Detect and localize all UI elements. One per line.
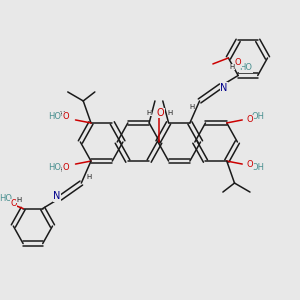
Text: H: H <box>147 110 152 116</box>
Text: H: H <box>86 174 92 180</box>
Text: O: O <box>157 108 165 118</box>
Text: OH: OH <box>251 112 264 122</box>
Text: HO: HO <box>0 194 12 203</box>
Text: H: H <box>230 64 235 70</box>
Text: OH: OH <box>251 163 264 172</box>
Text: O: O <box>62 163 69 172</box>
Text: H: H <box>59 167 64 173</box>
Text: HO: HO <box>239 63 252 72</box>
Text: HO: HO <box>48 163 61 172</box>
Text: H: H <box>16 196 22 202</box>
Text: H: H <box>168 110 173 116</box>
Text: O: O <box>62 112 69 122</box>
Text: N: N <box>220 83 227 93</box>
Text: H: H <box>59 111 64 117</box>
Text: O: O <box>235 58 242 68</box>
Text: H: H <box>189 104 194 110</box>
Text: O: O <box>10 199 17 208</box>
Text: HO: HO <box>48 112 61 122</box>
Text: N: N <box>53 191 61 201</box>
Text: O: O <box>247 116 253 124</box>
Text: O: O <box>247 160 253 169</box>
